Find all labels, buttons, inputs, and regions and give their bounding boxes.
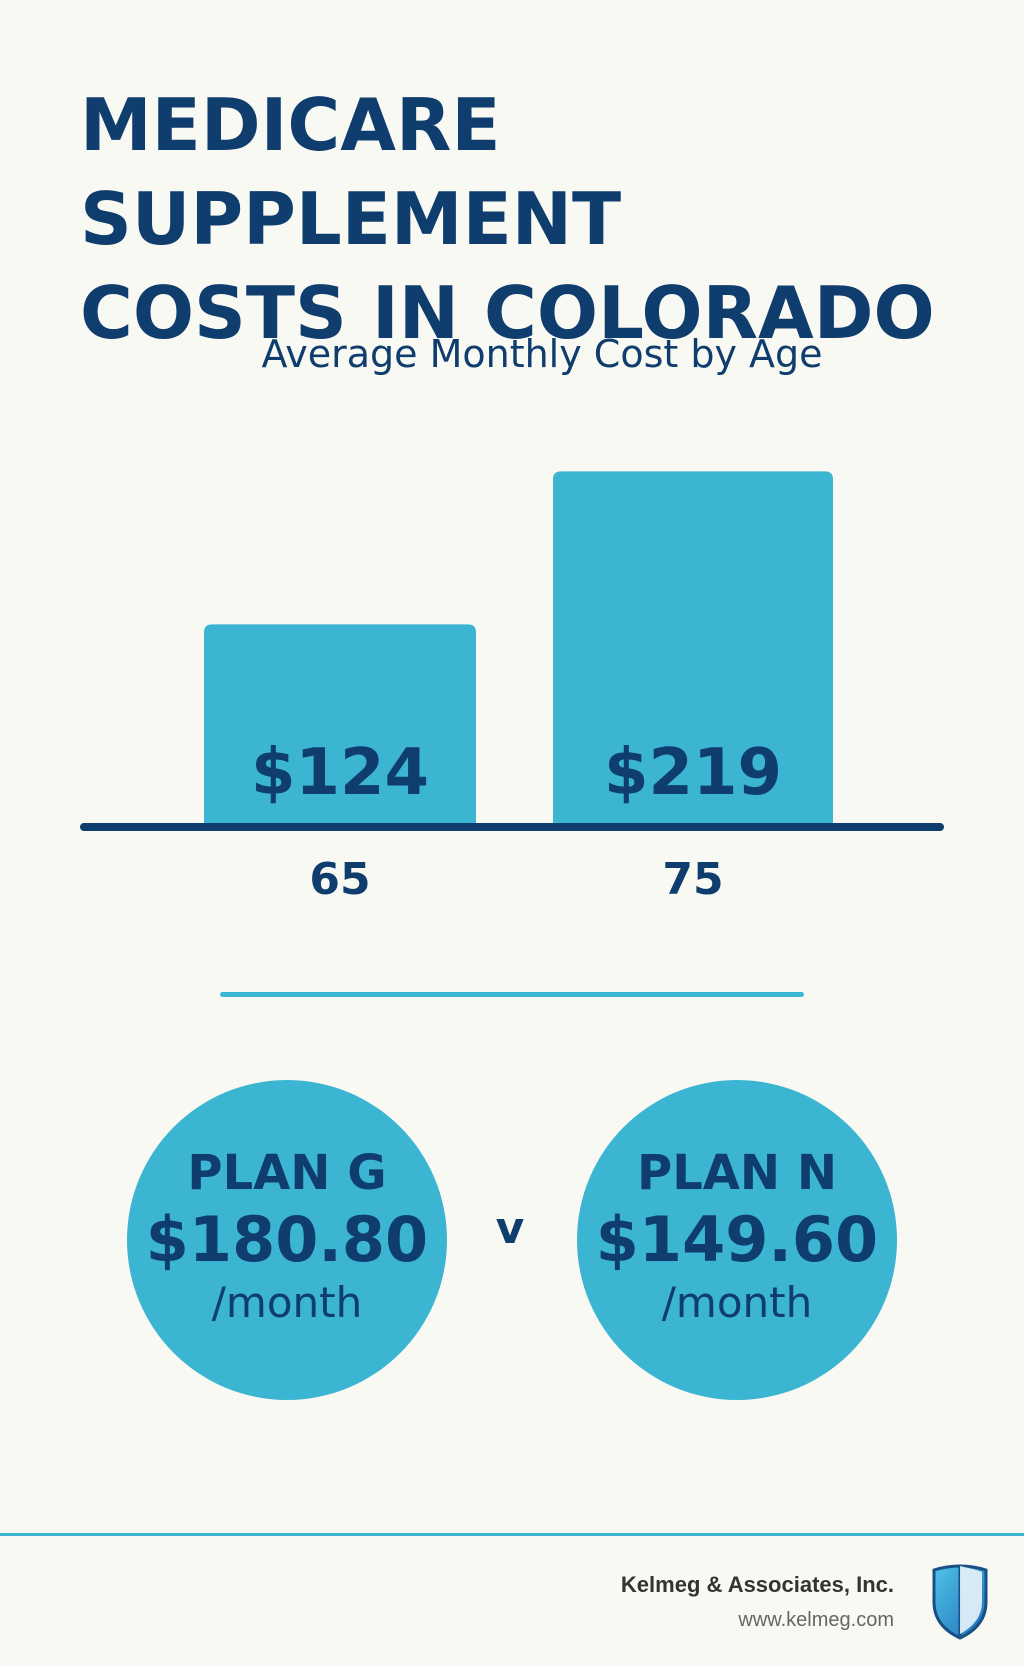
x-tick-label: 65 — [309, 854, 370, 905]
plan-g-circle: PLAN G $180.80 /month — [127, 1080, 447, 1400]
plan-g-name: PLAN G — [187, 1145, 387, 1201]
title-line-2: COSTS IN COLORADO — [80, 271, 935, 355]
versus-label: v — [495, 1203, 525, 1254]
plan-n-price: $149.60 — [595, 1203, 879, 1276]
bar-age-65 — [204, 624, 476, 824]
x-tick-label: 75 — [662, 854, 723, 905]
bar-value-label: $219 — [604, 736, 782, 810]
chart-title: Average Monthly Cost by Age — [261, 332, 823, 376]
bar-chart: $124 65 $219 75 — [80, 471, 944, 905]
page-title: MEDICARE SUPPLEMENT COSTS IN COLORADO — [80, 78, 980, 360]
bar-value-label: $124 — [251, 736, 429, 810]
company-name: Kelmeg & Associates, Inc. — [620, 1572, 894, 1597]
shield-icon — [932, 1564, 988, 1640]
section-divider — [220, 992, 804, 997]
title-line-1: MEDICARE SUPPLEMENT — [80, 83, 622, 261]
footer-divider — [0, 1533, 1024, 1536]
plan-g-price: $180.80 — [145, 1203, 429, 1276]
plan-n-circle: PLAN N $149.60 /month — [577, 1080, 897, 1400]
plan-n-unit: /month — [661, 1278, 813, 1327]
plan-n-name: PLAN N — [637, 1145, 837, 1201]
website-link[interactable]: www.kelmeg.com — [738, 1609, 894, 1631]
bar-age-75 — [553, 471, 833, 824]
plan-g-unit: /month — [211, 1278, 363, 1327]
